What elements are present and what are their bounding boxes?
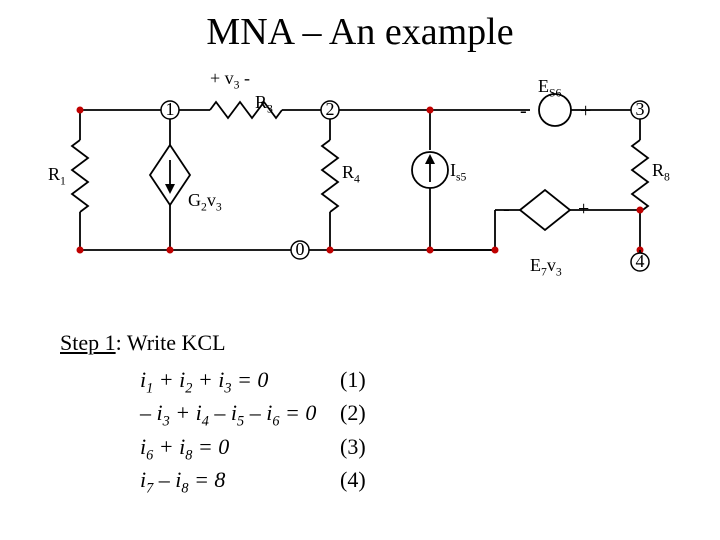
- node-1-label: 1: [166, 99, 175, 119]
- eq-rhs: (4): [340, 465, 400, 498]
- page-title: MNA – An example: [0, 10, 720, 54]
- equation-block: i1 + i2 + i3 = 0 (1) – i3 + i4 – i5 – i6…: [140, 365, 400, 499]
- eq-lhs: – i3 + i4 – i5 – i6 = 0: [140, 398, 340, 431]
- r4-label: R4: [342, 162, 360, 186]
- eq-rhs: (3): [340, 432, 400, 465]
- es6-plus: +: [580, 100, 591, 123]
- g2v3-label: G2v3: [188, 190, 222, 214]
- eq-row: i7 – i8 = 8 (4): [140, 465, 400, 498]
- eq-lhs: i7 – i8 = 8: [140, 465, 340, 498]
- node-2-label: 2: [326, 99, 335, 119]
- node-0-label: 0: [296, 239, 305, 259]
- r3-label: R3: [255, 92, 273, 116]
- eq-row: i1 + i2 + i3 = 0 (1): [140, 365, 400, 398]
- step-heading: Step 1: Write KCL: [60, 330, 226, 356]
- circuit-diagram: 1 2 3 0 4 + v3 - R3 R1 R4 R8 G2v3 Is5 ES…: [40, 60, 680, 290]
- eq-lhs: i1 + i2 + i3 = 0: [140, 365, 340, 398]
- is5-label: Is5: [450, 160, 466, 184]
- node-3-label: 3: [636, 99, 645, 119]
- eq-row: i6 + i8 = 0 (3): [140, 432, 400, 465]
- es6-minus: -: [520, 100, 527, 123]
- e7v3-label: E7v3: [530, 255, 562, 279]
- eq-rhs: (1): [340, 365, 400, 398]
- eq-lhs: i6 + i8 = 0: [140, 432, 340, 465]
- e7v3-minus: -: [503, 198, 510, 221]
- node-4-label: 4: [636, 251, 645, 271]
- r1-label: R1: [48, 164, 66, 188]
- es6-label: ES6: [538, 76, 561, 100]
- eq-row: – i3 + i4 – i5 – i6 = 0 (2): [140, 398, 400, 431]
- e7v3-plus: +: [578, 198, 589, 221]
- r8-label: R8: [652, 160, 670, 184]
- v3-label: + v3 -: [210, 68, 250, 92]
- eq-rhs: (2): [340, 398, 400, 431]
